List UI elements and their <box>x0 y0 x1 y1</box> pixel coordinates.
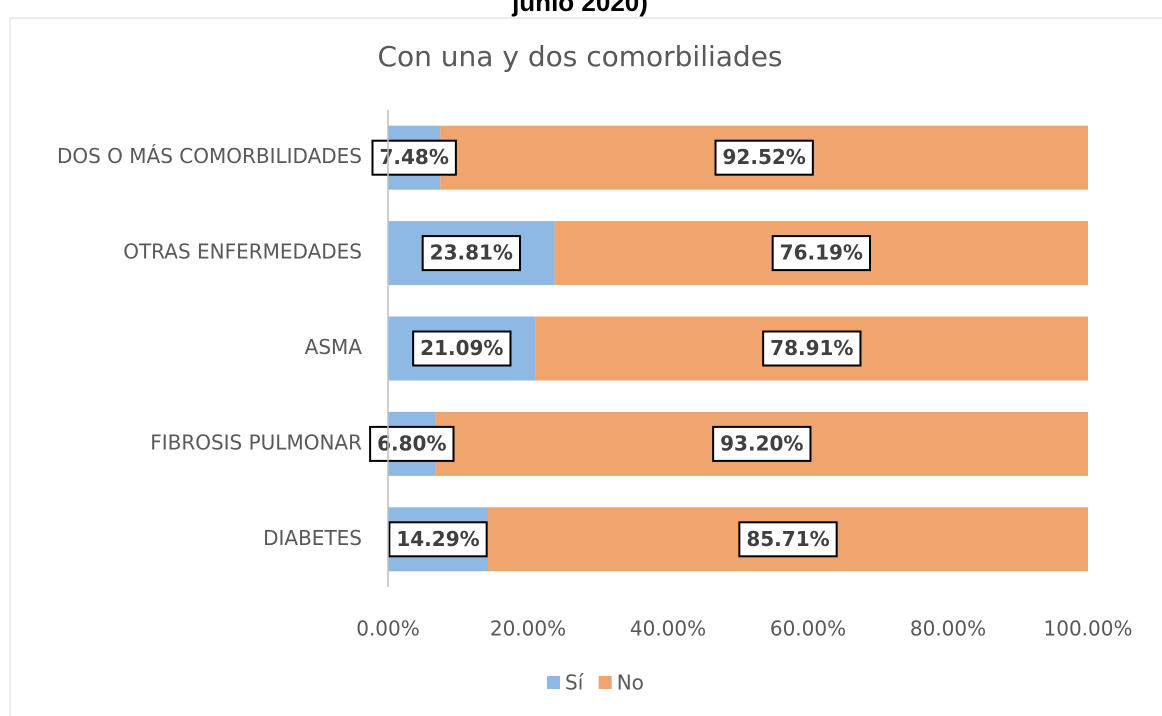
category-label: DOS O MÁS COMORBILIDADES <box>57 144 362 168</box>
data-label-box <box>412 330 512 367</box>
legend-label: No <box>617 671 644 695</box>
data-label: 93.20% <box>720 431 803 455</box>
legend-label: Sí <box>565 671 585 695</box>
data-label-box <box>421 235 521 272</box>
x-tick-label: 20.00% <box>490 617 566 641</box>
legend-swatch <box>598 676 612 689</box>
data-label-box <box>371 139 457 176</box>
data-label: 14.29% <box>396 527 479 551</box>
data-label-box <box>369 425 455 462</box>
data-label-box <box>738 521 838 558</box>
data-label: 21.09% <box>420 336 503 360</box>
data-label-box <box>771 235 871 272</box>
x-tick-label: 80.00% <box>910 617 986 641</box>
x-tick-label: 100.00% <box>1044 617 1133 641</box>
category-label: DIABETES <box>263 526 362 550</box>
data-label: 85.71% <box>746 527 829 551</box>
x-tick-label: 60.00% <box>770 617 846 641</box>
data-label: 78.91% <box>770 336 853 360</box>
data-label-box <box>762 330 862 367</box>
legend-swatch <box>547 676 560 689</box>
data-label: 23.81% <box>430 241 513 265</box>
data-label-box <box>388 521 488 558</box>
data-label-box <box>714 139 814 176</box>
category-label: OTRAS ENFERMEDADES <box>123 240 362 264</box>
data-label: 92.52% <box>723 145 806 169</box>
category-label: FIBROSIS PULMONAR <box>150 430 362 454</box>
category-label: ASMA <box>305 335 363 359</box>
data-label-box <box>712 425 812 462</box>
chart-title: Con una y dos comorbiliades <box>377 40 782 73</box>
header-fragment: junio 2020) <box>511 0 648 17</box>
x-tick-label: 40.00% <box>630 617 706 641</box>
x-tick-label: 0.00% <box>356 617 420 641</box>
data-label: 76.19% <box>780 241 863 265</box>
data-label: 7.48% <box>379 145 448 169</box>
